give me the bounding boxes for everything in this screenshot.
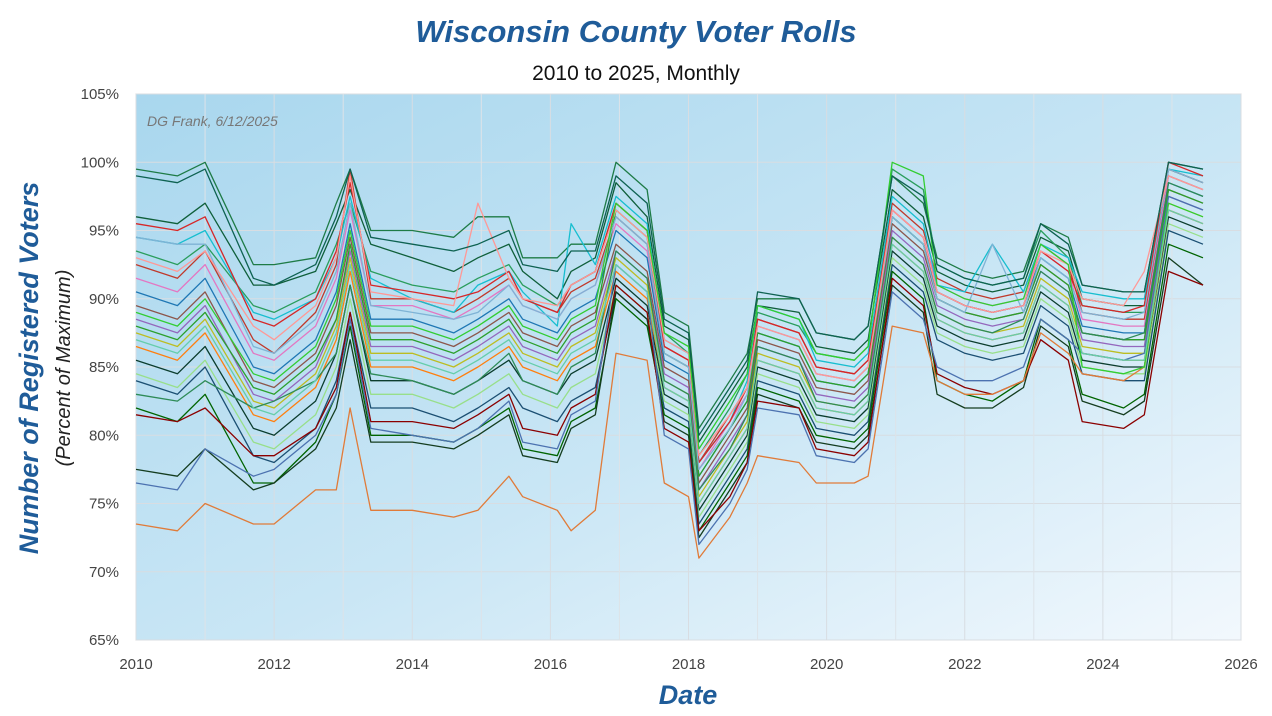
series-line-22 bbox=[135, 168, 1204, 471]
y-tick-label: 75% bbox=[89, 496, 119, 513]
x-tick-label: 2020 bbox=[810, 656, 843, 673]
chart-title: Wisconsin County Voter Rolls bbox=[415, 14, 857, 49]
x-tick-label: 2018 bbox=[672, 656, 705, 673]
y-axis-label: Number of Registered Voters bbox=[14, 182, 44, 555]
y-tick-label: 95% bbox=[89, 223, 119, 240]
x-tick-label: 2026 bbox=[1224, 656, 1257, 673]
y-axis-sublabel: (Percent of Maximum) bbox=[53, 270, 75, 467]
series-line-23 bbox=[135, 175, 1204, 457]
x-tick-label: 2022 bbox=[948, 656, 981, 673]
y-tick-label: 70% bbox=[89, 564, 119, 581]
y-tick-label: 105% bbox=[81, 86, 119, 103]
x-tick-label: 2024 bbox=[1086, 656, 1119, 673]
y-tick-label: 85% bbox=[89, 359, 119, 376]
x-tick-label: 2014 bbox=[396, 656, 429, 673]
series-line-19 bbox=[135, 195, 1204, 546]
y-tick-label: 90% bbox=[89, 291, 119, 308]
x-axis-label: Date bbox=[659, 680, 718, 710]
series-line-13 bbox=[135, 223, 1204, 518]
x-axis-ticks: 2010 2012 2014 2016 2018 2020 2022 2024 2026 bbox=[119, 656, 1257, 673]
x-tick-label: 2012 bbox=[257, 656, 290, 673]
x-tick-label: 2016 bbox=[534, 656, 567, 673]
y-tick-label: 100% bbox=[81, 154, 119, 171]
x-tick-label: 2010 bbox=[119, 656, 152, 673]
series-lines bbox=[135, 161, 1204, 559]
series-line-26 bbox=[135, 161, 1204, 436]
series-line-20 bbox=[135, 182, 1204, 491]
y-tick-label: 80% bbox=[89, 427, 119, 444]
chart-subtitle: 2010 to 2025, Monthly bbox=[532, 62, 740, 85]
series-line-25 bbox=[135, 209, 1204, 505]
y-tick-label: 65% bbox=[89, 632, 119, 649]
series-line-24 bbox=[135, 161, 1204, 450]
author-credit: DG Frank, 6/12/2025 bbox=[147, 113, 278, 129]
series-line-18 bbox=[135, 209, 1204, 559]
y-axis-ticks: 65% 70% 75% 80% 85% 90% 95% 100% 105% bbox=[81, 86, 119, 649]
series-line-15 bbox=[135, 243, 1204, 532]
